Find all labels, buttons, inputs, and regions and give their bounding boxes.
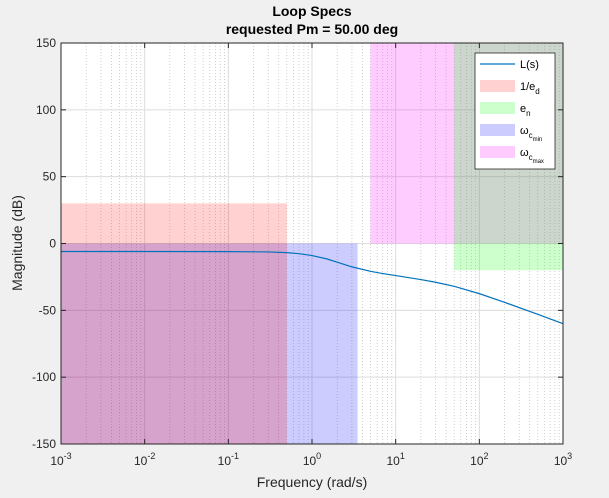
y-tick-label: 150 <box>36 36 56 50</box>
y-tick-labels: 150 100 50 0 -50 -100 -150 <box>32 36 56 451</box>
x-tick-label: 100 <box>303 451 321 468</box>
y-tick-label: 50 <box>43 170 57 184</box>
legend-label: 1/ed <box>520 81 540 96</box>
legend-swatch-patch <box>480 124 515 136</box>
x-tick-label: 101 <box>386 451 404 468</box>
chart-subtitle: requested Pm = 50.00 deg <box>225 21 399 37</box>
y-tick-label: 100 <box>36 103 56 117</box>
series-line-0 <box>61 250 564 325</box>
spec-region-1 <box>454 243 563 271</box>
y-tick-label: -50 <box>39 303 57 317</box>
tick-marks <box>60 42 564 445</box>
legend-swatch-patch <box>480 102 515 114</box>
legend-label: ωcmin <box>520 125 542 143</box>
legend-label: L(s) <box>520 59 539 71</box>
x-tick-labels: 10-3 10-2 10-1 100 101 102 103 <box>50 451 572 468</box>
series-layer <box>61 250 564 325</box>
x-tick-label: 10-3 <box>50 451 71 468</box>
legend-label: en <box>520 103 531 118</box>
x-axis-label: Frequency (rad/s) <box>256 474 368 490</box>
legend[interactable]: L(s) 1/ed en ωcmin ωcmax <box>474 52 556 170</box>
legend-swatch-patch <box>480 80 515 92</box>
legend-swatch-patch <box>480 146 515 158</box>
x-tick-label: 10-2 <box>134 451 155 468</box>
y-tick-label: 0 <box>49 237 56 251</box>
spec-region-0 <box>61 203 287 244</box>
x-tick-label: 103 <box>554 451 572 468</box>
x-tick-label: 10-1 <box>218 451 239 468</box>
spec-region-2 <box>61 243 358 444</box>
x-tick-label: 102 <box>470 451 488 468</box>
y-tick-label: -100 <box>32 370 56 384</box>
legend-box <box>474 52 556 170</box>
legend-label: ωcmax <box>520 147 544 165</box>
y-tick-label: -150 <box>32 437 56 451</box>
spec-region-4 <box>61 243 287 444</box>
chart-title: Loop Specs <box>272 3 352 19</box>
